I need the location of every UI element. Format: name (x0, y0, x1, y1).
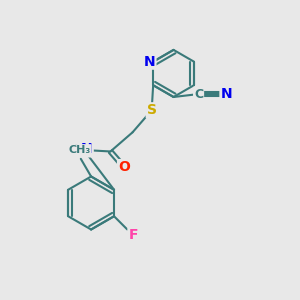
Text: F: F (128, 228, 138, 242)
Text: O: O (118, 160, 130, 174)
Text: CH₃: CH₃ (68, 145, 91, 155)
Text: C: C (194, 88, 203, 100)
Text: N: N (81, 142, 93, 156)
Text: N: N (144, 55, 155, 69)
Text: N: N (220, 87, 232, 101)
Text: H: H (74, 143, 84, 156)
Text: S: S (147, 103, 157, 117)
